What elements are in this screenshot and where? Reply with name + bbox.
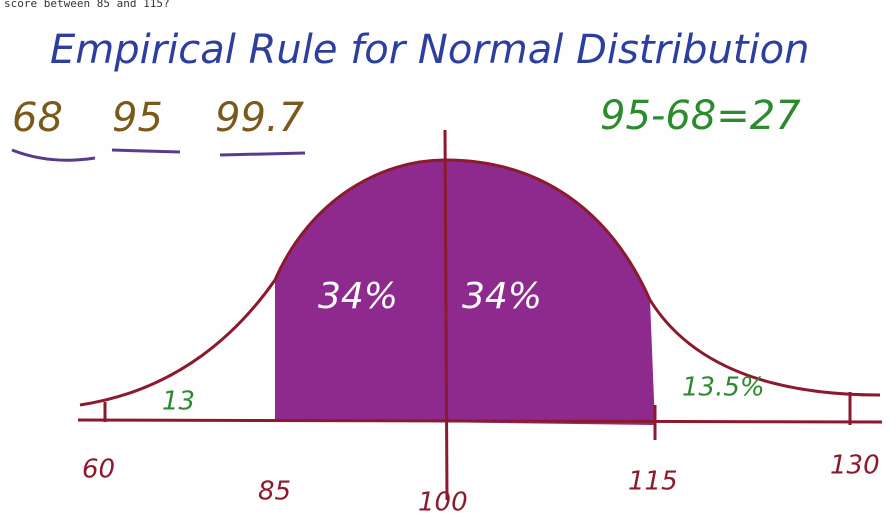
area-label: 34% [462,276,542,317]
mean-line [445,130,447,500]
area-label: 34% [318,276,398,317]
axis-label: 60 [82,455,115,485]
rule-99-7: 99.7 [215,95,305,141]
axis-label: 85 [258,477,291,507]
title: Empirical Rule for Normal Distribution [50,27,809,73]
axis-label: 100 [418,488,468,518]
question-text: score between 85 and 115? [4,0,170,10]
whiteboard: score between 85 and 115? Empirical Rule… [0,0,896,519]
x-axis [78,420,882,422]
axis-label: 115 [628,467,678,497]
rule-68: 68 [12,95,63,141]
axis-label: 130 [830,451,880,481]
calculation: 95-68=27 [600,93,801,139]
rule-values: 68 95 99.7 [12,95,305,141]
rule-95: 95 [112,95,163,141]
area-label: 13.5% [682,373,765,403]
area-label: 13 [162,387,195,417]
page: score between 85 and 115? Empirical Rule… [0,0,896,519]
